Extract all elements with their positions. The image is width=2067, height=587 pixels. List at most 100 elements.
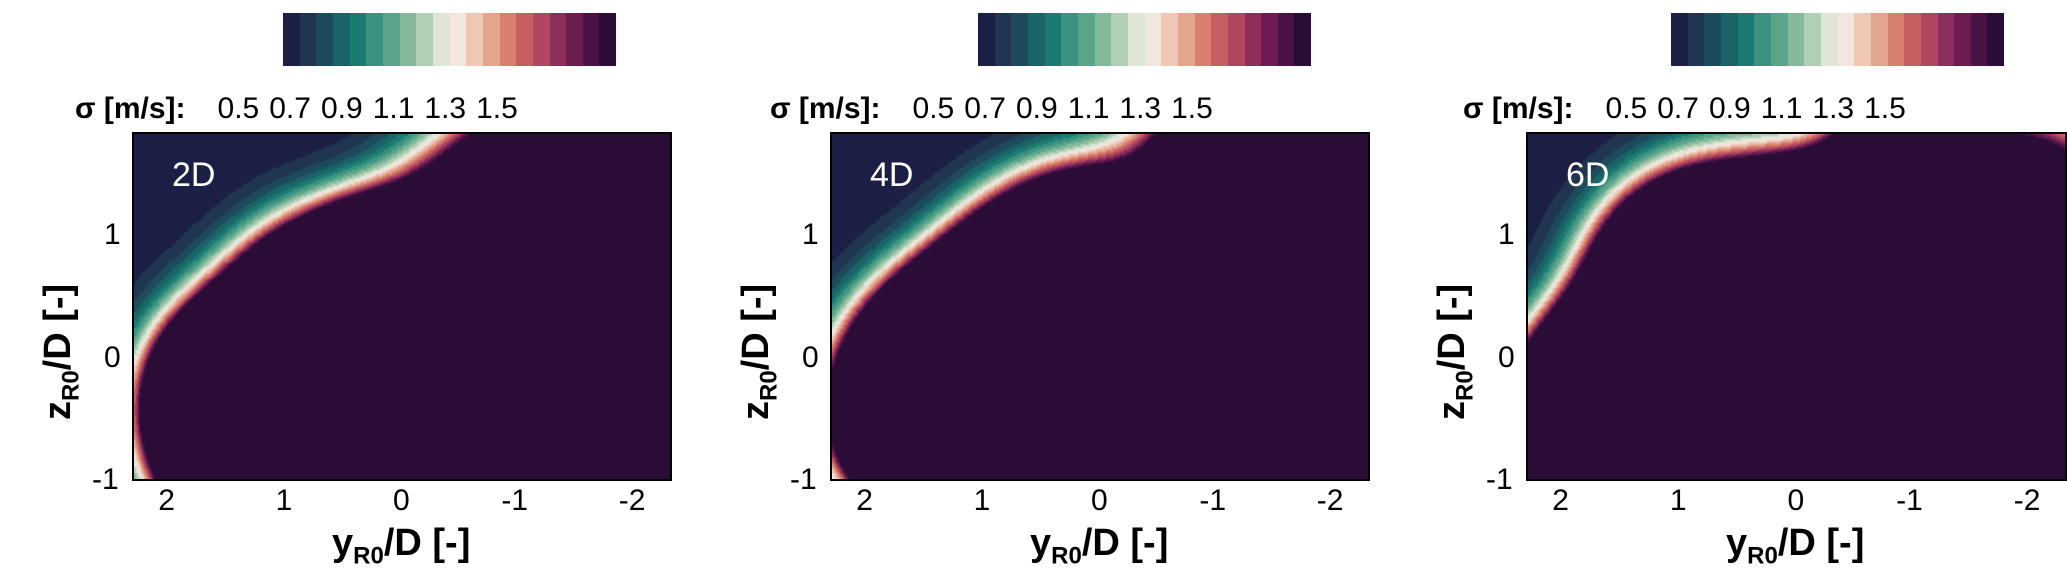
colorbar-labels: σ [m/s]: 0.5 0.7 0.9 1.1 1.3 1.5 [770, 92, 1213, 126]
colorbar-swatch [1061, 13, 1078, 66]
y-axis-title: zR0/D [-] [1431, 284, 1480, 420]
panel-label: 2D [172, 156, 216, 194]
contour-field [134, 134, 670, 479]
colorbar-swatch [1011, 13, 1028, 66]
y-tick-label: -1 [92, 463, 119, 496]
colorbar [283, 13, 617, 66]
x-tick-label: 0 [1787, 484, 1805, 517]
colorbar-swatch [449, 13, 467, 66]
colorbar-labels: σ [m/s]: 0.5 0.7 0.9 1.1 1.3 1.5 [75, 92, 518, 126]
colorbar-swatch [1770, 13, 1788, 66]
colorbar-swatch [1954, 13, 1971, 66]
colorbar [1671, 13, 2005, 66]
colorbar-tick: 1.5 [1171, 92, 1213, 125]
colorbar-swatch [482, 13, 500, 66]
x-tick-label: -1 [1199, 484, 1227, 517]
y-tick-label: 1 [802, 218, 819, 252]
colorbar-swatch [1704, 13, 1721, 66]
colorbar-tick: 0.5 [217, 92, 260, 125]
x-axis-var: y [332, 522, 354, 564]
x-tick-label: -1 [1896, 484, 1923, 517]
colorbar-swatch [366, 13, 383, 66]
x-axis-title: yR0/D [-] [1726, 522, 1864, 571]
x-tick-label: 1 [973, 484, 991, 517]
y-tick-label: 0 [802, 340, 819, 374]
colorbar-swatch [399, 13, 417, 66]
x-tick-label: 0 [393, 484, 410, 517]
colorbar-swatch [1804, 13, 1821, 66]
colorbar-labels: σ [m/s]: 0.5 0.7 0.9 1.1 1.3 1.5 [1463, 92, 1906, 126]
x-axis-title: yR0/D [-] [332, 522, 470, 571]
x-axis-var: y [1726, 522, 1748, 564]
plot-area: 6D [1526, 132, 2067, 481]
colorbar-swatch [1027, 13, 1045, 66]
colorbar-swatch [1820, 13, 1838, 66]
y-tick-label: 0 [1498, 340, 1515, 374]
colorbar-tick: 1.3 [1119, 92, 1162, 125]
colorbar-swatch [1854, 13, 1871, 66]
colorbar-swatch [1754, 13, 1771, 66]
colorbar-tick: 0.9 [1708, 92, 1751, 125]
x-axis-var: y [1030, 522, 1052, 564]
x-axis-sub: R0 [1051, 542, 1082, 570]
x-tick-label: -2 [618, 484, 646, 517]
colorbar-tick: 0.9 [320, 92, 363, 125]
colorbar-title: σ [m/s]: [770, 92, 881, 125]
colorbar-swatch [1211, 13, 1228, 66]
colorbar-swatch [1227, 13, 1245, 66]
colorbar-swatch [1277, 13, 1295, 66]
x-tick-label: 2 [856, 484, 873, 517]
colorbar-tick: 1.1 [1760, 92, 1803, 125]
colorbar-swatch [1044, 13, 1062, 66]
colorbar-swatch [1177, 13, 1195, 66]
colorbar-swatch [1161, 13, 1178, 66]
colorbar-tick: 1.1 [1067, 92, 1110, 125]
x-tick-label: -1 [501, 484, 529, 517]
colorbar-tick: 0.7 [1657, 92, 1699, 125]
plot-area: 2D [132, 132, 672, 481]
colorbar-tick: 1.5 [476, 92, 518, 125]
x-tick-label: 0 [1091, 484, 1108, 517]
colorbar-swatch [1870, 13, 1888, 66]
colorbar-swatch [299, 13, 317, 66]
colorbar-tick: 1.3 [1812, 92, 1855, 125]
colorbar-swatch [1111, 13, 1128, 66]
colorbar-tick: 0.9 [1015, 92, 1058, 125]
y-tick-label: -1 [790, 463, 817, 496]
colorbar-swatch [416, 13, 433, 66]
colorbar-swatch [532, 13, 550, 66]
x-tick-label: 1 [275, 484, 293, 517]
colorbar-swatch [516, 13, 533, 66]
colorbar-swatch [566, 13, 583, 66]
plot-area: 4D [830, 132, 1370, 481]
colorbar-swatch [1671, 13, 1688, 66]
colorbar-tick: 0.5 [1605, 92, 1648, 125]
colorbar-swatch [466, 13, 483, 66]
colorbar-swatch [1127, 13, 1145, 66]
colorbar-swatch [582, 13, 600, 66]
colorbar-swatch [1787, 13, 1805, 66]
panel-label: 4D [870, 156, 914, 194]
y-axis-sub: R0 [1451, 370, 1479, 401]
colorbar-swatch [1887, 13, 1905, 66]
colorbar-tick: 0.7 [964, 92, 1006, 125]
x-tick-label: 2 [158, 484, 175, 517]
colorbar-tick: 0.7 [269, 92, 311, 125]
x-axis-rest: /D [-] [1081, 522, 1169, 564]
colorbar-swatch [1194, 13, 1212, 66]
colorbar-swatch [499, 13, 517, 66]
y-tick-label: -1 [1486, 463, 1513, 496]
x-axis-title: yR0/D [-] [1030, 522, 1168, 571]
colorbar-tick: 1.1 [372, 92, 415, 125]
colorbar-tick: 1.3 [424, 92, 467, 125]
colorbar-swatch [1987, 13, 2005, 66]
colorbar-swatch [1077, 13, 1095, 66]
colorbar-swatch [1261, 13, 1278, 66]
x-axis-sub: R0 [353, 542, 384, 570]
colorbar-swatch [1244, 13, 1262, 66]
x-axis-rest: /D [-] [1777, 522, 1865, 564]
